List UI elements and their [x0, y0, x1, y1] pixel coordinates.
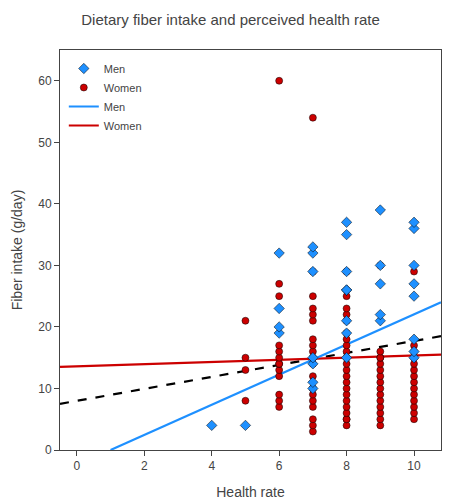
- svg-text:0: 0: [74, 459, 81, 473]
- svg-text:30: 30: [38, 259, 52, 273]
- svg-text:Women: Women: [104, 82, 142, 94]
- svg-text:20: 20: [38, 320, 52, 334]
- svg-text:10: 10: [38, 382, 52, 396]
- svg-text:50: 50: [38, 136, 52, 150]
- svg-text:Men: Men: [104, 101, 125, 113]
- svg-text:40: 40: [38, 197, 52, 211]
- svg-text:Fiber intake (g/day): Fiber intake (g/day): [9, 190, 25, 311]
- svg-text:Men: Men: [104, 63, 125, 75]
- svg-text:8: 8: [343, 459, 350, 473]
- svg-text:10: 10: [407, 459, 421, 473]
- svg-text:Health rate: Health rate: [216, 484, 285, 500]
- svg-text:0: 0: [45, 443, 52, 457]
- svg-text:Women: Women: [104, 120, 142, 132]
- svg-text:60: 60: [38, 74, 52, 88]
- svg-text:4: 4: [208, 459, 215, 473]
- svg-text:Dietary fiber intake and perce: Dietary fiber intake and perceived healt…: [81, 11, 380, 28]
- svg-text:2: 2: [141, 459, 148, 473]
- svg-text:6: 6: [276, 459, 283, 473]
